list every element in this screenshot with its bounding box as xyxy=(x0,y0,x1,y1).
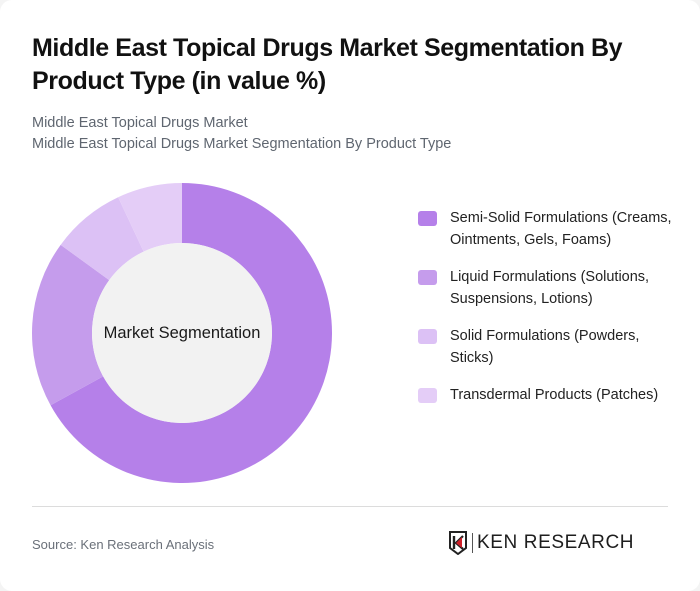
donut-segment[interactable] xyxy=(32,244,110,406)
legend-swatch xyxy=(418,270,437,285)
donut-center-label: Market Segmentation xyxy=(103,323,261,342)
legend-label: Liquid Formulations (Solutions, Suspensi… xyxy=(450,269,650,307)
ken-research-logo: KEN RESEARCH xyxy=(448,531,634,555)
legend-label: Solid Formulations (Powders, Sticks) xyxy=(450,328,640,366)
logo-separator xyxy=(472,533,473,553)
legend-swatch xyxy=(418,211,437,226)
legend-item-solid[interactable]: Solid Formulations (Powders, Sticks) xyxy=(418,325,678,369)
legend-item-semi-solid[interactable]: Semi-Solid Formulations (Creams, Ointmen… xyxy=(418,207,678,251)
donut-segment[interactable] xyxy=(118,183,182,252)
chart-subtitle: Middle East Topical Drugs Market Middle … xyxy=(32,113,451,155)
donut-segment[interactable] xyxy=(50,183,332,483)
subtitle-market: Middle East Topical Drugs Market xyxy=(32,115,248,131)
legend-item-liquid[interactable]: Liquid Formulations (Solutions, Suspensi… xyxy=(418,266,678,310)
legend-item-transdermal[interactable]: Transdermal Products (Patches) xyxy=(418,384,678,406)
footer-divider xyxy=(32,506,668,507)
donut-segment[interactable] xyxy=(60,197,144,281)
legend-swatch xyxy=(418,388,437,403)
legend-label: Semi-Solid Formulations (Creams, Ointmen… xyxy=(450,210,672,248)
donut-hole xyxy=(92,243,272,423)
legend-label: Transdermal Products (Patches) xyxy=(450,387,659,403)
ken-research-logo-icon xyxy=(449,531,467,555)
chart-legend: Semi-Solid Formulations (Creams, Ointmen… xyxy=(418,207,678,421)
subtitle-segmentation: Middle East Topical Drugs Market Segment… xyxy=(32,136,452,152)
legend-swatch xyxy=(418,329,437,344)
donut-chart xyxy=(32,183,332,483)
chart-title: Middle East Topical Drugs Market Segment… xyxy=(32,34,623,95)
source-note: Source: Ken Research Analysis xyxy=(32,537,215,552)
logo-text: KEN RESEARCH xyxy=(477,532,635,553)
